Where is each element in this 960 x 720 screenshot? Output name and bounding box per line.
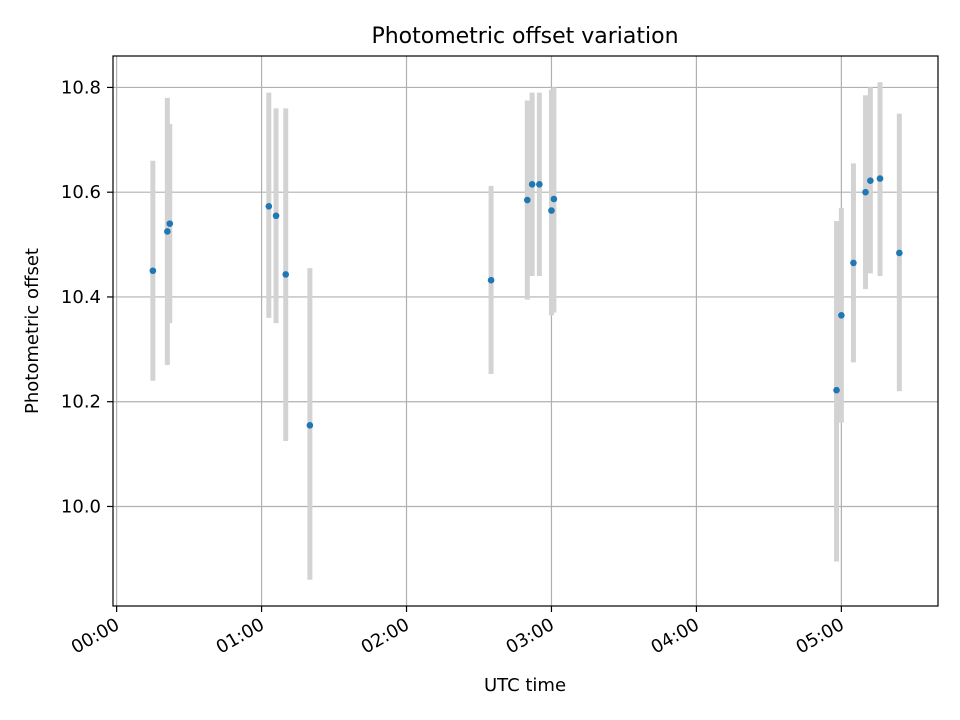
data-point xyxy=(838,311,845,319)
data-point xyxy=(282,271,290,278)
x-tick-label: 01:00 xyxy=(213,614,268,658)
data-point xyxy=(528,181,536,188)
data-point xyxy=(166,220,174,227)
data-point xyxy=(850,259,857,267)
y-tick-label: 10.6 xyxy=(61,182,101,203)
y-tick-label: 10.4 xyxy=(61,287,101,308)
data-point xyxy=(867,177,874,184)
data-point xyxy=(524,196,531,204)
x-tick-label: 00:00 xyxy=(68,614,123,658)
data-point xyxy=(896,249,903,257)
x-tick-label: 02:00 xyxy=(358,614,413,658)
data-point xyxy=(149,267,157,275)
error-bars xyxy=(150,82,902,580)
x-tick-label: 03:00 xyxy=(503,614,558,658)
y-tick-label: 10.2 xyxy=(61,392,101,413)
data-point xyxy=(487,276,495,284)
data-point xyxy=(164,228,171,235)
data-point xyxy=(833,386,840,394)
axis-ticks: 00:00 01:00 02:00 03:00 04:00 05:00 10.0 10.2 10… xyxy=(61,77,848,658)
data-point xyxy=(862,188,869,196)
data-point xyxy=(306,421,314,429)
x-axis-title: UTC time xyxy=(484,675,566,696)
y-axis-title: Photometric offset xyxy=(22,248,43,414)
plot-frame xyxy=(112,55,939,607)
data-point xyxy=(536,181,543,188)
data-points xyxy=(149,175,903,429)
data-point xyxy=(550,195,558,203)
y-tick-label: 10.8 xyxy=(61,77,101,98)
data-point xyxy=(876,175,884,182)
y-tick-label: 10.0 xyxy=(61,496,101,517)
x-tick-label: 05:00 xyxy=(792,614,847,658)
data-point xyxy=(548,207,555,214)
chart-title: Photometric offset variation xyxy=(371,24,678,49)
data-point xyxy=(265,203,273,210)
x-tick-label: 04:00 xyxy=(647,614,702,658)
data-point xyxy=(272,212,280,220)
